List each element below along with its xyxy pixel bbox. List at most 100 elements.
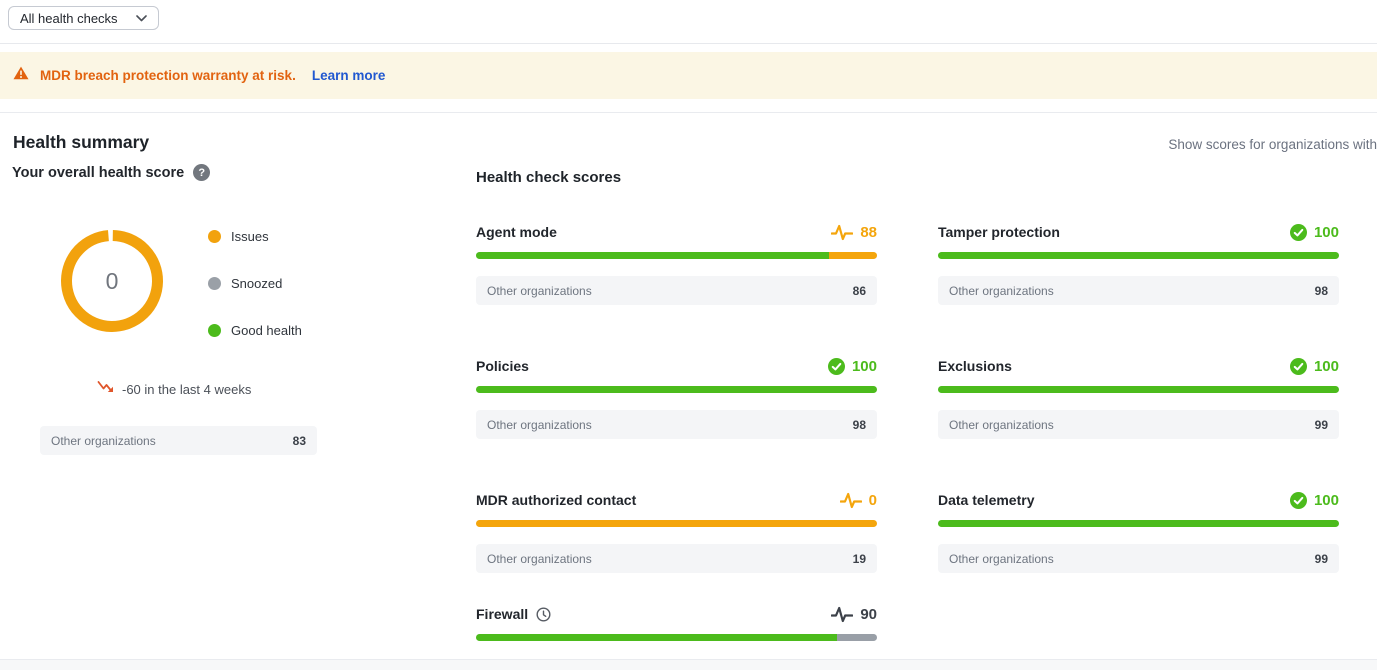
overall-health-score-label: Your overall health score	[12, 165, 184, 181]
progress-segment	[837, 634, 877, 641]
health-check-card[interactable]: Policies 100 Other organizations 98	[476, 356, 877, 439]
warning-triangle-icon	[13, 66, 29, 85]
card-name: Exclusions	[938, 358, 1012, 374]
card-score-value: 100	[1314, 224, 1339, 241]
scores-filter-note: Show scores for organizations with	[1168, 137, 1377, 152]
chevron-down-icon	[136, 15, 147, 22]
section-divider	[0, 112, 1377, 113]
card-name: Tamper protection	[938, 224, 1060, 240]
card-other-organizations: Other organizations 99	[938, 410, 1339, 439]
pulse-icon	[831, 224, 853, 241]
pulse-icon	[840, 492, 862, 509]
health-check-card[interactable]: MDR authorized contact 0 Other organizatio…	[476, 490, 877, 573]
score-progress-bar	[476, 520, 877, 527]
health-check-cards: Agent mode 88 Other organizations 86 Tamper …	[476, 222, 1340, 658]
donut-score-value: 0	[60, 229, 164, 333]
legend-dot-icon	[208, 324, 221, 337]
card-header: Data telemetry 100	[938, 490, 1339, 510]
snoozed-clock-icon	[536, 607, 551, 622]
legend-label: Good health	[231, 323, 302, 338]
card-score-value: 100	[852, 358, 877, 375]
warranty-warning-banner: MDR breach protection warranty at risk. …	[0, 52, 1377, 99]
card-other-organizations: Other organizations 98	[476, 410, 877, 439]
progress-segment	[938, 520, 1339, 527]
card-header: Exclusions 100	[938, 356, 1339, 376]
card-name: Agent mode	[476, 224, 557, 240]
learn-more-link[interactable]: Learn more	[312, 68, 386, 83]
health-check-card[interactable]: Data telemetry 100 Other organizations 99	[938, 490, 1339, 573]
other-organizations-label: Other organizations	[487, 418, 592, 432]
progress-segment	[938, 252, 1339, 259]
legend-item: Good health	[208, 323, 302, 337]
card-name: Policies	[476, 358, 529, 374]
other-organizations-label: Other organizations	[487, 284, 592, 298]
health-check-card[interactable]: Tamper protection 100 Other organizations 9…	[938, 222, 1339, 305]
help-icon[interactable]: ?	[193, 164, 210, 181]
other-organizations-value: 19	[853, 552, 866, 566]
other-organizations-value: 99	[1315, 418, 1328, 432]
other-organizations-label: Other organizations	[949, 284, 1054, 298]
warning-banner-message: MDR breach protection warranty at risk.	[40, 68, 296, 83]
other-organizations-value: 83	[293, 434, 306, 448]
filter-toolbar: All health checks	[0, 0, 1377, 44]
card-score-value: 100	[1314, 358, 1339, 375]
legend-dot-icon	[208, 230, 221, 243]
legend-label: Snoozed	[231, 276, 282, 291]
other-organizations-label: Other organizations	[949, 552, 1054, 566]
card-other-organizations: Other organizations 86	[476, 276, 877, 305]
health-check-card[interactable]: Agent mode 88 Other organizations 86	[476, 222, 877, 305]
card-name: Data telemetry	[938, 492, 1035, 508]
overall-health-score-row: Your overall health score ?	[12, 164, 210, 181]
progress-segment	[476, 634, 837, 641]
donut-legend: Issues Snoozed Good health	[208, 229, 302, 370]
health-dashboard-page: All health checks MDR breach protection …	[0, 0, 1377, 670]
pulse-icon	[831, 606, 853, 623]
card-score-value: 100	[1314, 492, 1339, 509]
trend-down-icon	[97, 380, 114, 398]
card-header: MDR authorized contact 0	[476, 490, 877, 510]
other-organizations-label: Other organizations	[487, 552, 592, 566]
progress-segment	[829, 252, 877, 259]
score-progress-bar	[938, 520, 1339, 527]
card-header: Agent mode 88	[476, 222, 877, 242]
other-organizations-value: 99	[1315, 552, 1328, 566]
card-name: MDR authorized contact	[476, 492, 636, 508]
check-circle-icon	[1290, 224, 1307, 241]
legend-item: Issues	[208, 229, 302, 243]
card-score-value: 0	[869, 492, 877, 509]
card-score-value: 88	[860, 224, 877, 241]
score-progress-bar	[476, 252, 877, 259]
bottom-section-divider	[0, 659, 1377, 670]
legend-label: Issues	[231, 229, 269, 244]
health-check-card[interactable]: Exclusions 100 Other organizations 99	[938, 356, 1339, 439]
progress-segment	[476, 520, 877, 527]
progress-segment	[476, 252, 829, 259]
progress-segment	[938, 386, 1339, 393]
score-progress-bar	[476, 386, 877, 393]
health-check-scores-title: Health check scores	[476, 169, 621, 186]
other-organizations-label: Other organizations	[949, 418, 1054, 432]
trend-text: -60 in the last 4 weeks	[122, 382, 251, 397]
score-progress-bar	[938, 252, 1339, 259]
other-organizations-value: 98	[853, 418, 866, 432]
card-score-value: 90	[860, 606, 877, 623]
score-progress-bar	[476, 634, 877, 641]
check-circle-icon	[1290, 358, 1307, 375]
summary-other-organizations: Other organizations 83	[40, 426, 317, 455]
card-header: Firewall90	[476, 604, 877, 624]
other-organizations-value: 98	[1315, 284, 1328, 298]
card-other-organizations: Other organizations 98	[938, 276, 1339, 305]
score-progress-bar	[938, 386, 1339, 393]
health-check-card[interactable]: Firewall90	[476, 604, 877, 641]
health-check-filter-dropdown[interactable]: All health checks	[8, 6, 159, 30]
health-check-filter-value: All health checks	[20, 11, 118, 26]
card-header: Tamper protection 100	[938, 222, 1339, 242]
other-organizations-label: Other organizations	[51, 434, 156, 448]
other-organizations-value: 86	[853, 284, 866, 298]
legend-item: Snoozed	[208, 276, 302, 290]
progress-segment	[476, 386, 877, 393]
health-score-donut: 0	[60, 229, 164, 333]
check-circle-icon	[1290, 492, 1307, 509]
card-other-organizations: Other organizations 19	[476, 544, 877, 573]
score-trend-row: -60 in the last 4 weeks	[97, 380, 251, 398]
